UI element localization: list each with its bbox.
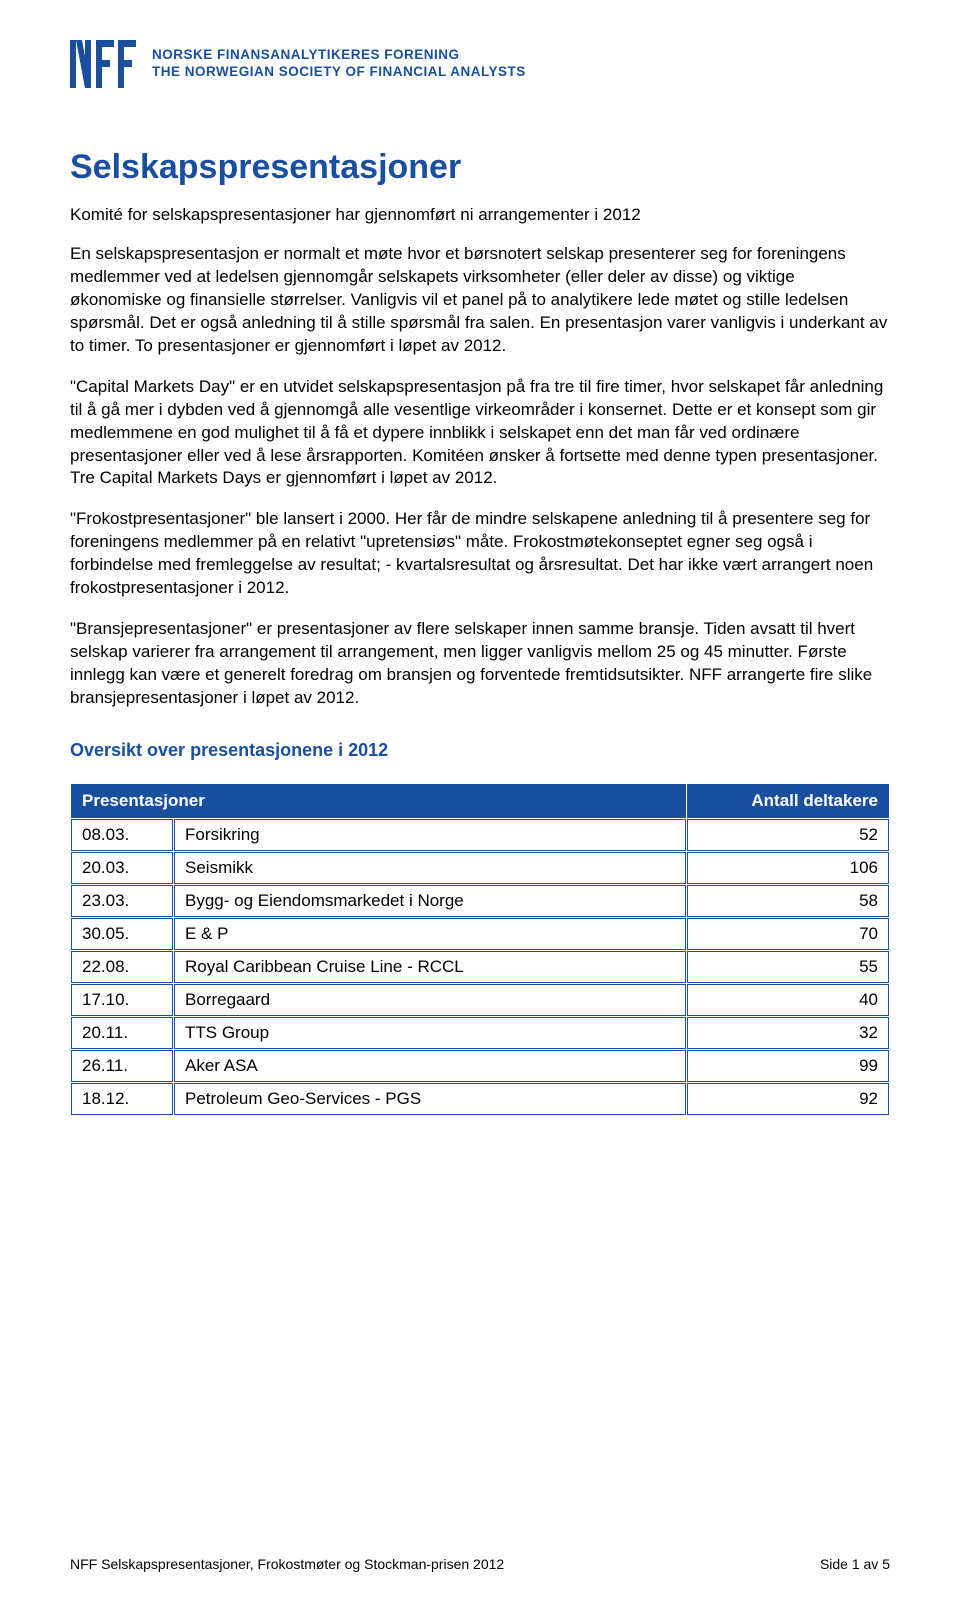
paragraph-4: "Bransjepresentasjoner" er presentasjone… xyxy=(70,618,890,710)
logo-mark xyxy=(70,40,140,88)
cell-count: 58 xyxy=(687,885,889,917)
subtitle: Komité for selskapspresentasjoner har gj… xyxy=(70,205,890,225)
cell-date: 08.03. xyxy=(71,819,173,851)
footer-left: NFF Selskapspresentasjoner, Frokostmøter… xyxy=(70,1556,504,1572)
cell-date: 17.10. xyxy=(71,984,173,1016)
cell-name: Royal Caribbean Cruise Line - RCCL xyxy=(174,951,686,983)
page-footer: NFF Selskapspresentasjoner, Frokostmøter… xyxy=(70,1556,890,1572)
table-row: 26.11. Aker ASA 99 xyxy=(71,1050,889,1082)
logo-line-2: THE NORWEGIAN SOCIETY OF FINANCIAL ANALY… xyxy=(152,64,526,81)
table-row: 20.11. TTS Group 32 xyxy=(71,1017,889,1049)
table-row: 08.03. Forsikring 52 xyxy=(71,819,889,851)
cell-date: 20.03. xyxy=(71,852,173,884)
cell-count: 52 xyxy=(687,819,889,851)
table-row: 23.03. Bygg- og Eiendomsmarkedet i Norge… xyxy=(71,885,889,917)
cell-count: 99 xyxy=(687,1050,889,1082)
cell-name: Aker ASA xyxy=(174,1050,686,1082)
overview-heading: Oversikt over presentasjonene i 2012 xyxy=(70,740,890,761)
presentations-table: Presentasjoner Antall deltakere 08.03. F… xyxy=(70,783,890,1116)
cell-count: 32 xyxy=(687,1017,889,1049)
paragraph-1: En selskapspresentasjon er normalt et mø… xyxy=(70,243,890,358)
cell-name: Forsikring xyxy=(174,819,686,851)
table-row: 20.03. Seismikk 106 xyxy=(71,852,889,884)
paragraph-2: "Capital Markets Day" er en utvidet sels… xyxy=(70,376,890,491)
cell-name: Borregaard xyxy=(174,984,686,1016)
cell-date: 30.05. xyxy=(71,918,173,950)
logo-line-1: NORSKE FINANSANALYTIKERES FORENING xyxy=(152,47,526,64)
table-row: 18.12. Petroleum Geo-Services - PGS 92 xyxy=(71,1083,889,1115)
footer-right: Side 1 av 5 xyxy=(820,1556,890,1572)
table-header-right: Antall deltakere xyxy=(687,784,889,818)
cell-name: E & P xyxy=(174,918,686,950)
table-body: 08.03. Forsikring 52 20.03. Seismikk 106… xyxy=(71,819,889,1115)
cell-name: Bygg- og Eiendomsmarkedet i Norge xyxy=(174,885,686,917)
cell-date: 20.11. xyxy=(71,1017,173,1049)
cell-count: 70 xyxy=(687,918,889,950)
header-logo: NORSKE FINANSANALYTIKERES FORENING THE N… xyxy=(70,40,890,88)
cell-count: 40 xyxy=(687,984,889,1016)
paragraph-3: "Frokostpresentasjoner" ble lansert i 20… xyxy=(70,508,890,600)
table-row: 22.08. Royal Caribbean Cruise Line - RCC… xyxy=(71,951,889,983)
logo-text: NORSKE FINANSANALYTIKERES FORENING THE N… xyxy=(152,47,526,81)
cell-date: 18.12. xyxy=(71,1083,173,1115)
cell-count: 92 xyxy=(687,1083,889,1115)
table-header-left: Presentasjoner xyxy=(71,784,686,818)
document-page: NORSKE FINANSANALYTIKERES FORENING THE N… xyxy=(0,0,960,1598)
cell-name: TTS Group xyxy=(174,1017,686,1049)
cell-date: 22.08. xyxy=(71,951,173,983)
cell-date: 23.03. xyxy=(71,885,173,917)
page-title: Selskapspresentasjoner xyxy=(70,148,890,187)
table-row: 30.05. E & P 70 xyxy=(71,918,889,950)
cell-date: 26.11. xyxy=(71,1050,173,1082)
cell-count: 106 xyxy=(687,852,889,884)
cell-count: 55 xyxy=(687,951,889,983)
table-header-row: Presentasjoner Antall deltakere xyxy=(71,784,889,818)
cell-name: Petroleum Geo-Services - PGS xyxy=(174,1083,686,1115)
cell-name: Seismikk xyxy=(174,852,686,884)
table-row: 17.10. Borregaard 40 xyxy=(71,984,889,1016)
